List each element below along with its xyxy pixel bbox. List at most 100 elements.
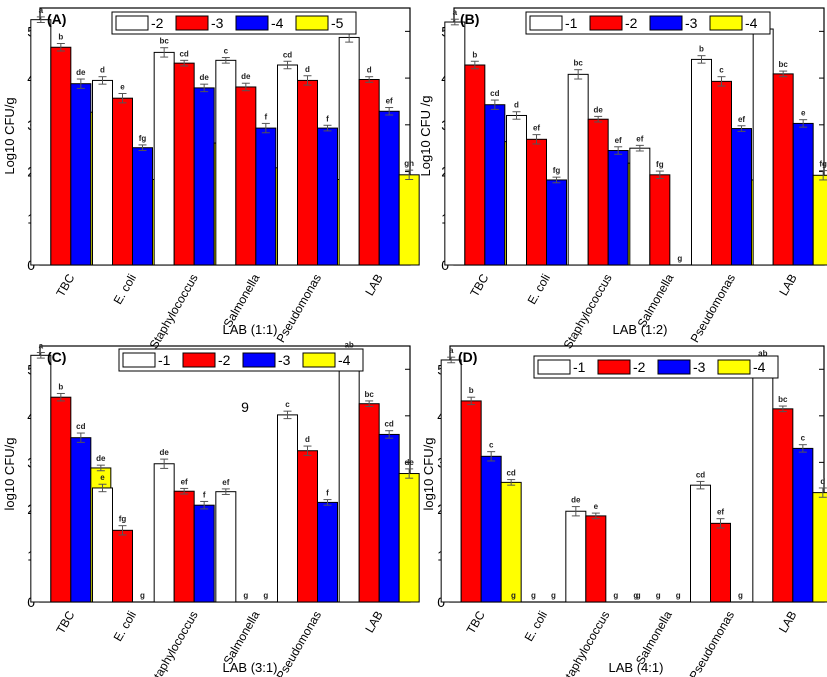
bar	[565, 510, 587, 603]
bar	[70, 437, 92, 603]
legend-swatch	[717, 359, 751, 375]
bar	[526, 138, 547, 266]
bar	[752, 364, 774, 603]
significance-letter: e	[594, 502, 599, 511]
panel-label: (B)	[460, 11, 479, 27]
significance-letter: fg	[553, 166, 561, 175]
y-axis-title: Log10 CFU/g	[2, 97, 17, 174]
significance-letter: c	[801, 434, 806, 443]
bar	[585, 515, 607, 603]
significance-letter: gh	[404, 159, 414, 168]
legend-label: -1	[565, 15, 578, 31]
legend: -1 -2 -3 -4	[533, 355, 779, 379]
legend-swatch	[709, 15, 743, 31]
legend-label: -2	[625, 15, 638, 31]
bar	[92, 79, 113, 266]
x-axis-title: LAB (3:1)	[223, 660, 278, 675]
x-tick-label: Pseudomonas	[274, 609, 324, 677]
legend-swatch	[235, 15, 269, 31]
legend-label: -1	[573, 359, 586, 375]
significance-letter: a	[39, 342, 44, 351]
bar	[506, 114, 527, 266]
legend-label: -3	[211, 15, 224, 31]
legend-swatch	[589, 15, 623, 31]
bar	[464, 64, 486, 266]
x-tick-label: E. coli	[522, 609, 550, 644]
bar	[317, 501, 338, 603]
significance-letter: de	[593, 105, 603, 114]
legend: -2 -3 -4 -5	[111, 11, 357, 35]
bar	[484, 104, 506, 266]
legend-label: -3	[693, 359, 706, 375]
bar	[752, 28, 774, 266]
legend-swatch	[175, 15, 209, 31]
significance-letter: bc	[573, 59, 583, 68]
bar	[629, 147, 651, 266]
legend-label: -4	[745, 15, 758, 31]
bar	[546, 179, 567, 266]
bar	[153, 463, 175, 603]
bar	[587, 118, 609, 266]
significance-letter: fg	[656, 160, 664, 169]
bar	[215, 491, 237, 603]
x-axis-title: LAB (1:2)	[613, 322, 668, 337]
bar	[444, 21, 466, 266]
significance-letter: b	[58, 33, 63, 42]
bar	[50, 396, 72, 603]
panel-label: (A)	[47, 11, 66, 27]
significance-letter: a	[453, 8, 458, 17]
significance-letter: g	[263, 591, 268, 600]
significance-letter: ab	[344, 341, 353, 350]
chart-panel-3: 012345abcddeTBCefgggE. colideeffgStaphyl…	[2, 341, 420, 677]
x-tick-label: LAB	[776, 609, 799, 636]
x-tick-label: LAB	[362, 272, 385, 299]
legend-swatch	[537, 359, 571, 375]
bar	[398, 174, 420, 266]
bar	[112, 97, 133, 266]
x-axis-title: LAB (1:1)	[223, 322, 278, 337]
significance-letter: d	[367, 66, 372, 75]
legend-swatch	[115, 15, 149, 31]
significance-letter: f	[326, 114, 329, 123]
x-tick-label: Staphylococcus	[147, 609, 201, 677]
x-tick-label: Pseudomonas	[688, 272, 738, 345]
bar	[297, 450, 318, 603]
bar	[440, 359, 462, 603]
x-tick-label: Staphylococcus	[147, 272, 201, 352]
legend-swatch	[242, 352, 276, 368]
significance-letter: e	[120, 83, 125, 92]
significance-letter: g	[656, 591, 661, 600]
bar	[772, 73, 794, 266]
x-tick-label: LAB	[362, 609, 385, 636]
bar	[338, 355, 360, 603]
legend-swatch	[182, 352, 216, 368]
bar	[235, 86, 257, 266]
x-tick-label: Staphylococcus	[561, 272, 615, 352]
significance-letter: g	[636, 591, 641, 600]
significance-letter: cd	[179, 49, 188, 58]
legend-swatch	[302, 352, 336, 368]
significance-letter: cd	[506, 469, 515, 478]
x-tick-label: E. coli	[111, 272, 139, 307]
x-tick-label: E. coli	[111, 609, 139, 644]
bar	[193, 87, 215, 266]
significance-letter: de	[159, 448, 169, 457]
significance-letter: cd	[76, 422, 85, 431]
legend-swatch	[649, 15, 683, 31]
significance-letter: g	[613, 591, 618, 600]
legend-swatch	[657, 359, 691, 375]
legend-label: -3	[685, 15, 698, 31]
bar	[70, 83, 92, 266]
significance-letter: fg	[119, 515, 127, 524]
annotation: 9	[241, 399, 249, 415]
bar	[30, 19, 52, 266]
legend-swatch	[529, 15, 563, 31]
bar	[607, 150, 629, 266]
bar	[297, 79, 318, 266]
significance-letter: ef	[636, 134, 643, 143]
bar	[731, 128, 752, 266]
bar	[690, 484, 711, 603]
significance-letter: g	[633, 591, 638, 600]
significance-letter: f	[264, 112, 267, 121]
